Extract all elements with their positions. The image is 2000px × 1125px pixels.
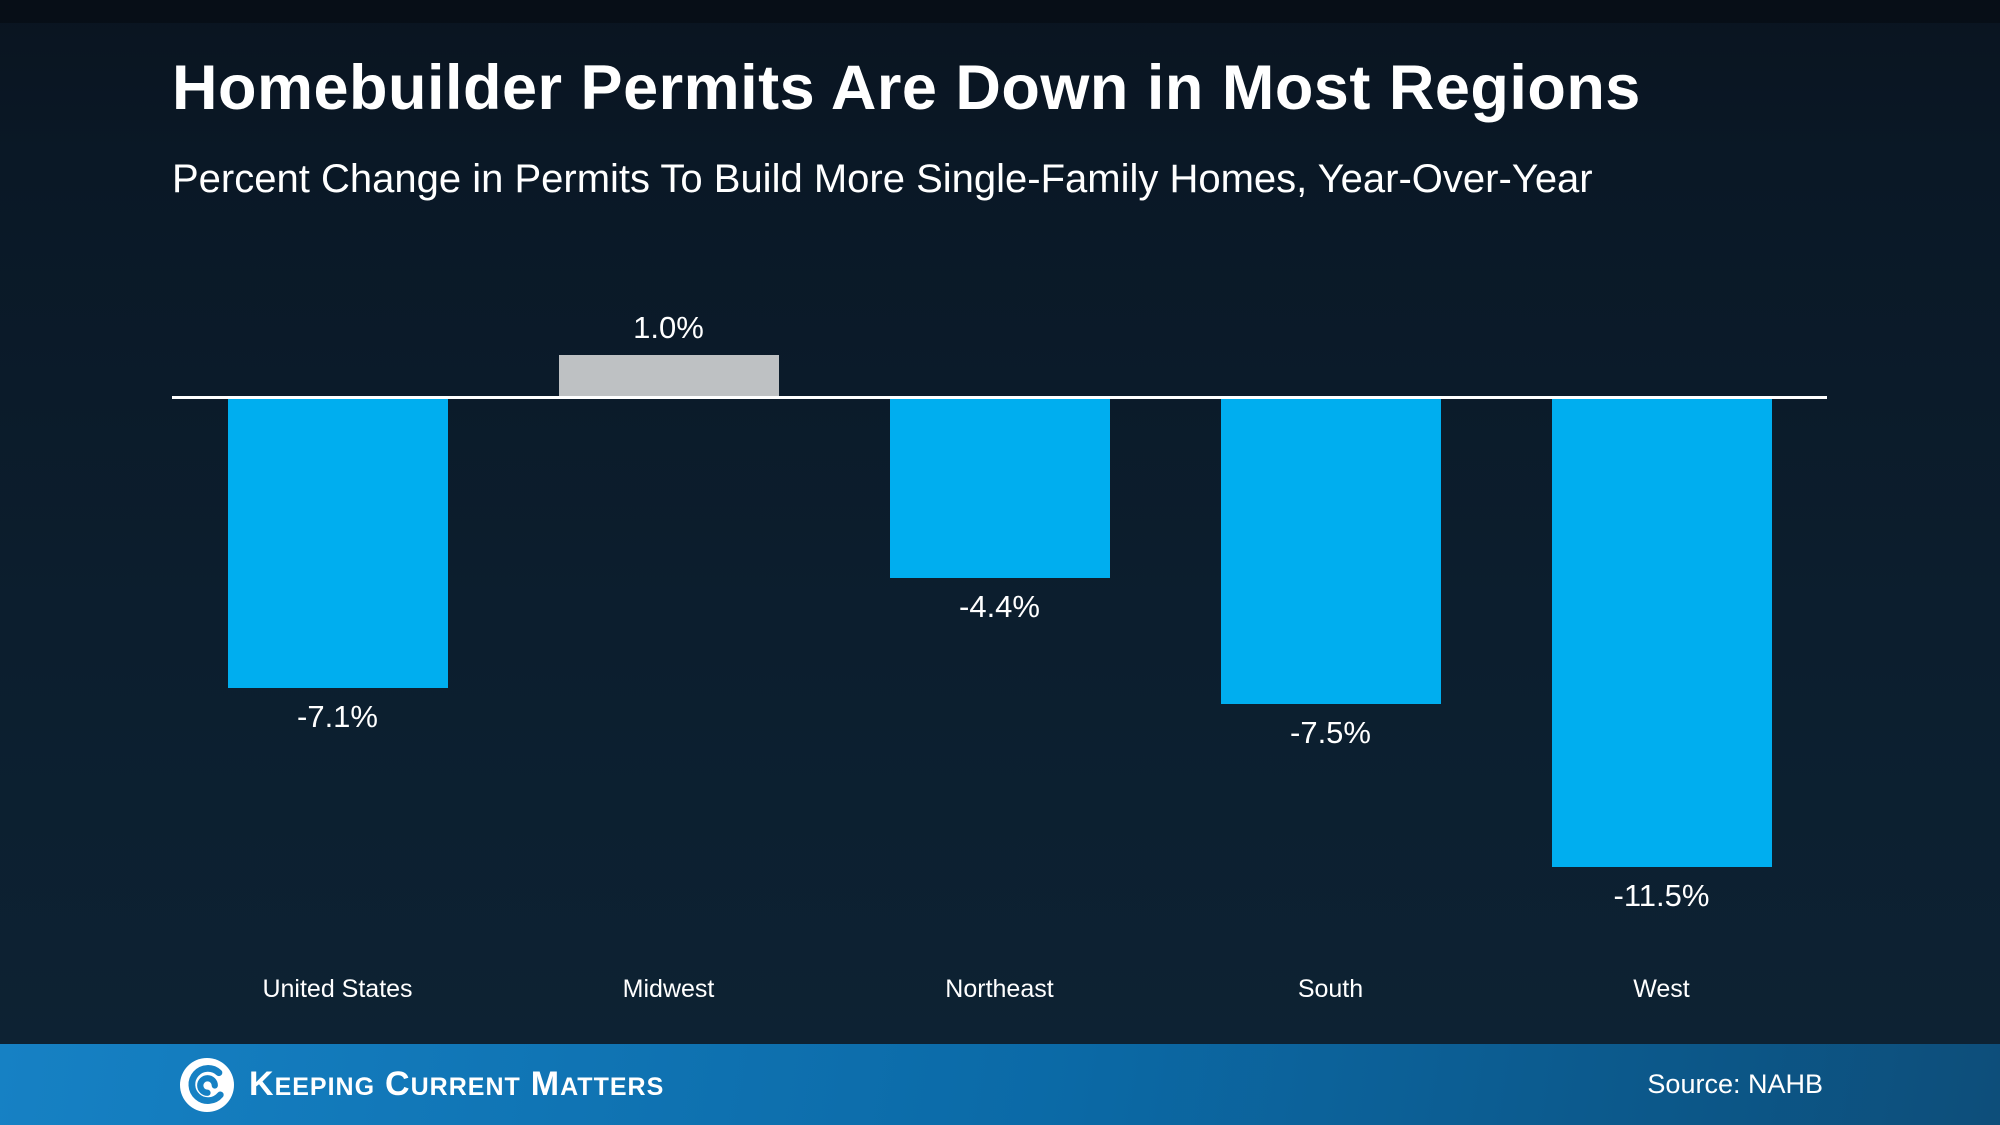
brand-name: KEEPING CURRENT MATTERS	[249, 1065, 674, 1104]
axis-label-united-states: United States	[262, 975, 413, 1003]
axis-label-west: West	[1633, 975, 1690, 1003]
page-title: Homebuilder Permits Are Down in Most Reg…	[172, 53, 1641, 123]
footer-bar: KEEPING CURRENT MATTERS Source: NAHB	[0, 1044, 2000, 1125]
source-credit: Source: NAHB	[1647, 1069, 1823, 1099]
zero-baseline	[172, 396, 1827, 399]
page-subtitle: Percent Change in Permits To Build More …	[172, 157, 1593, 201]
plot-area: -7.1% United States 1.0% Midwest -4.4% Northe…	[172, 0, 1827, 1044]
axis-label-midwest: Midwest	[622, 975, 715, 1003]
brand-word: CURRENT	[385, 1065, 521, 1103]
brand-lockup: KEEPING CURRENT MATTERS	[180, 1044, 674, 1125]
value-label-south: -7.5%	[1290, 715, 1371, 750]
value-label-west: -11.5%	[1613, 878, 1710, 913]
brand-word: KEEPING	[249, 1065, 376, 1103]
bar-united-states	[227, 399, 448, 688]
axis-label-south: South	[1297, 975, 1364, 1003]
value-label-midwest: 1.0%	[633, 310, 704, 345]
kcm-logo-icon	[180, 1057, 234, 1112]
top-strip	[0, 0, 2000, 23]
bar-west	[1551, 399, 1772, 867]
axis-label-northeast: Northeast	[945, 975, 1054, 1003]
bar-south	[1220, 399, 1441, 704]
value-label-northeast: -4.4%	[959, 589, 1040, 624]
brand-word: MATTERS	[530, 1065, 665, 1103]
value-label-united-states: -7.1%	[297, 699, 378, 734]
bar-midwest	[558, 355, 779, 396]
bar-northeast	[889, 399, 1110, 578]
